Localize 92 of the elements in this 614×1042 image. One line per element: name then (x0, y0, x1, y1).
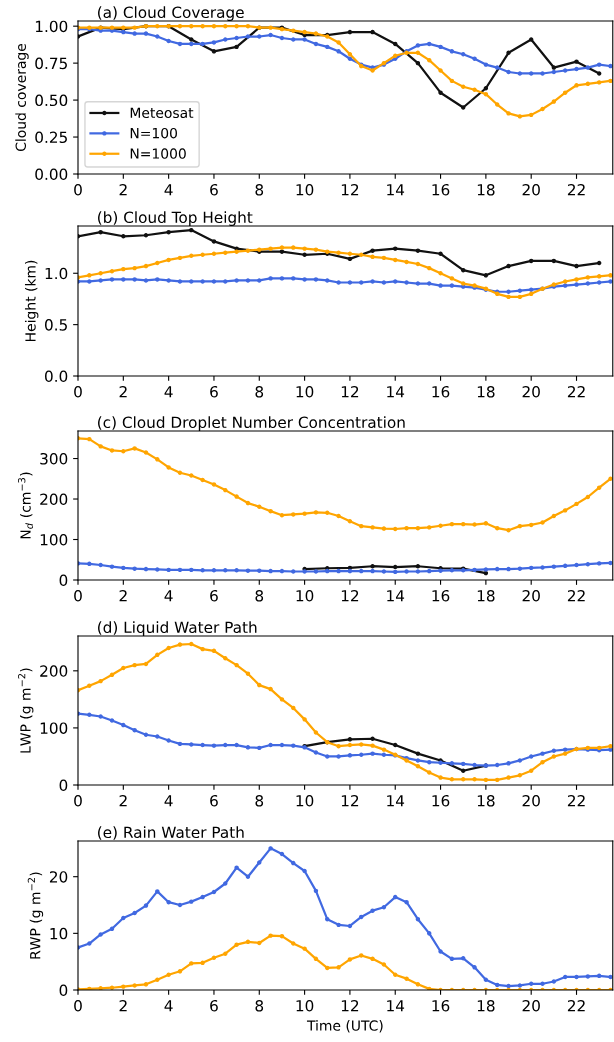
y-tick-label: 0 (59, 574, 68, 587)
x-tick-label: 6 (210, 589, 218, 602)
y-tick-label: 10 (50, 927, 68, 940)
x-tick-label: 4 (164, 795, 173, 807)
y-axis-title: Height (km) (24, 260, 39, 342)
y-tick-label: 0.25 (35, 131, 67, 144)
y-tick-label: 0 (59, 984, 68, 997)
x-axis-title: Time (UTC) (306, 1020, 383, 1033)
legend-label: N=100 (130, 127, 177, 139)
x-tick-label: 16 (432, 589, 450, 602)
x-tick-label: 16 (432, 794, 450, 807)
x-tick-label: 10 (296, 794, 314, 807)
y-tick-label: 0.75 (35, 57, 67, 70)
y-axis-title: N$_{d}$ (cm$^{−3}$) (18, 472, 33, 539)
legend-label: N=1000 (130, 148, 186, 159)
x-tick-label: 10 (296, 183, 314, 196)
x-tick-label: 14 (387, 590, 405, 602)
legend-label: Meteosat (130, 107, 194, 119)
x-tick-label: 8 (255, 385, 264, 398)
x-tick-label: 16 (432, 385, 450, 398)
x-tick-label: 14 (387, 1000, 405, 1012)
x-tick-label: 8 (255, 794, 264, 807)
x-tick-label: 22 (567, 999, 585, 1012)
y-tick-label: 0.5 (44, 319, 67, 331)
x-tick-label: 2 (119, 999, 127, 1012)
x-tick-label: 2 (119, 385, 127, 398)
y-axis-title: LWP (g m$^{−2}$) (18, 668, 34, 753)
x-tick-label: 4 (164, 1000, 173, 1012)
y-tick-label: 1.0 (45, 267, 68, 280)
x-tick-label: 20 (522, 999, 540, 1012)
x-tick-label: 16 (432, 183, 450, 196)
y-tick-label: 200 (40, 493, 68, 506)
chart-title: (a) Cloud Coverage (98, 6, 244, 21)
x-tick-label: 18 (477, 183, 495, 196)
x-tick-label: 8 (255, 999, 264, 1012)
x-tick-label: 12 (341, 794, 359, 807)
y-tick-label: 1.00 (35, 20, 68, 33)
x-tick-label: 12 (341, 385, 359, 398)
y-axis-title: RWP (g m$^{−2}$) (27, 872, 44, 959)
x-tick-label: 10 (296, 999, 314, 1012)
x-tick-label: 22 (567, 385, 585, 398)
x-tick-label: 6 (210, 999, 218, 1012)
chart-title: (d) Liquid Water Path (98, 621, 257, 636)
x-tick-label: 22 (567, 589, 585, 602)
x-tick-label: 12 (341, 999, 359, 1012)
x-tick-label: 4 (164, 590, 173, 602)
x-tick-label: 10 (296, 589, 314, 602)
x-tick-label: 6 (210, 385, 218, 398)
chart-title: (c) Cloud Droplet Number Concentration (98, 416, 405, 431)
y-tick-label: 200 (40, 665, 68, 677)
x-tick-label: 8 (255, 183, 264, 196)
x-tick-label: 2 (119, 794, 127, 807)
x-tick-label: 0 (74, 999, 82, 1012)
x-tick-label: 12 (341, 183, 359, 196)
chart-title: (e) Rain Water Path (98, 826, 244, 840)
x-tick-label: 18 (477, 589, 495, 602)
x-tick-label: 20 (522, 589, 540, 602)
x-tick-label: 20 (522, 794, 540, 807)
x-tick-label: 2 (119, 589, 127, 602)
x-tick-label: 12 (341, 589, 359, 602)
x-tick-label: 14 (387, 386, 405, 398)
x-tick-label: 8 (255, 589, 264, 602)
x-tick-label: 14 (387, 795, 405, 807)
x-tick-label: 18 (477, 385, 495, 398)
x-tick-label: 18 (477, 794, 495, 807)
x-tick-label: 2 (119, 183, 127, 196)
y-tick-label: 0.00 (35, 168, 68, 181)
x-tick-label: 16 (432, 999, 450, 1012)
x-tick-label: 4 (164, 386, 173, 398)
x-tick-label: 22 (567, 183, 585, 196)
y-tick-label: 0.0 (44, 370, 68, 383)
y-tick-label: 0 (59, 779, 68, 792)
x-tick-label: 18 (477, 999, 495, 1012)
x-tick-label: 0 (74, 385, 82, 398)
x-tick-label: 14 (387, 184, 405, 196)
y-axis-title: Cloud coverage (15, 43, 29, 152)
x-tick-label: 0 (74, 794, 82, 807)
x-tick-label: 20 (522, 385, 540, 398)
y-tick-label: 100 (40, 722, 68, 734)
x-tick-label: 6 (210, 794, 218, 807)
y-tick-label: 0.50 (35, 94, 68, 107)
x-tick-label: 0 (74, 183, 82, 196)
x-tick-label: 10 (296, 385, 314, 398)
chart-title: (b) Cloud Top Height (98, 211, 253, 226)
x-tick-label: 20 (522, 183, 540, 196)
x-tick-label: 22 (567, 794, 585, 807)
x-tick-label: 6 (210, 183, 218, 196)
y-tick-label: 20 (49, 871, 68, 883)
y-tick-label: 300 (40, 453, 68, 465)
x-tick-label: 0 (74, 589, 82, 602)
y-tick-label: 100 (40, 533, 68, 546)
x-tick-label: 4 (164, 184, 173, 196)
